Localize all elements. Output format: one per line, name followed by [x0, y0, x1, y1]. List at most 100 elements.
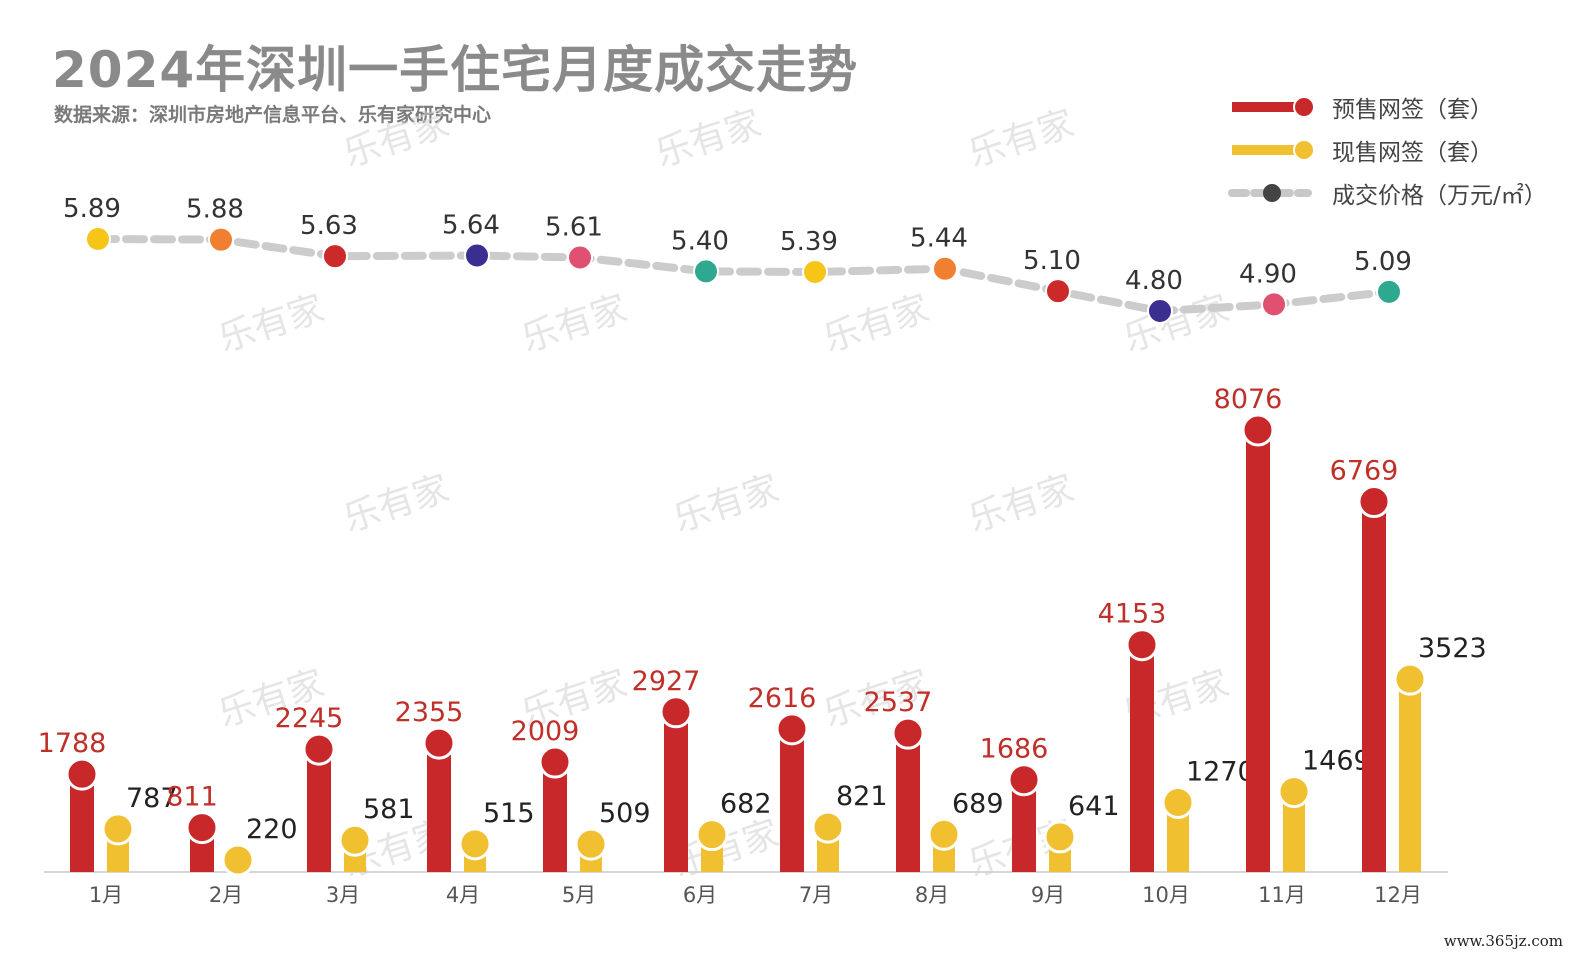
spot-value-label: 509	[599, 798, 651, 829]
spot-value-label: 3523	[1418, 633, 1487, 664]
watermark-text: 乐有家	[819, 288, 934, 360]
watermark-text: 乐有家	[651, 103, 766, 175]
presale-bar	[307, 749, 331, 872]
x-tick-label: 5月	[562, 883, 596, 907]
presale-value-label: 2009	[511, 716, 580, 747]
price-label: 5.64	[442, 211, 500, 241]
price-point	[1261, 291, 1287, 318]
presale-bar-cap	[659, 695, 693, 729]
spot-bar-cap	[1043, 820, 1077, 854]
spot-bar-cap	[1277, 775, 1311, 809]
presale-value-label: 2537	[864, 687, 933, 718]
presale-bar-cap	[538, 745, 572, 779]
presale-bar-cap	[775, 712, 809, 746]
chart-title: 2024年深圳一手住宅月度成交走势	[52, 41, 859, 99]
presale-value-label: 1686	[980, 734, 1049, 765]
presale-value-label: 2245	[275, 703, 344, 734]
x-tick-label: 12月	[1374, 883, 1422, 907]
x-tick-label: 2月	[209, 883, 243, 907]
x-tick-label: 11月	[1258, 883, 1306, 907]
site-watermark-text: www.365jz.com	[1443, 932, 1563, 950]
presale-bar-cap	[185, 811, 219, 845]
x-tick-label: 8月	[915, 883, 949, 907]
price-label: 5.10	[1023, 246, 1081, 276]
watermark-layer: 乐有家 乐有家 乐有家乐有家 乐有家 乐有家 乐有家乐有家 乐有家 乐有家乐有家 乐有家 乐有家乐…	[214, 103, 1234, 885]
spot-value-label: 1469	[1302, 746, 1371, 777]
x-tick-label: 1月	[89, 883, 123, 907]
spot-bar-cap	[458, 827, 492, 861]
watermark-text: 乐有家	[964, 468, 1079, 540]
x-tick-label: 6月	[683, 883, 717, 907]
price-line-layer: 5.89 5.88 5.63 5.64 5.61 5.40 5.39 5.44 5.10 4.80…	[63, 194, 1412, 324]
price-label: 5.63	[300, 211, 358, 241]
spot-bar-cap	[695, 818, 729, 852]
legend-label-price: 成交价格（万元/㎡）	[1332, 183, 1547, 209]
price-label: 5.44	[910, 224, 968, 254]
spot-value-label: 641	[1068, 791, 1120, 822]
legend-swatch-price	[1228, 184, 1312, 202]
presale-value-label: 1788	[38, 728, 107, 759]
x-tick-layer: 1月 2月 3月 4月 5月 6月 7月 8月 9月 10月 11月 12月	[89, 883, 1422, 907]
presale-bar-cap	[1007, 763, 1041, 797]
spot-bar-cap	[1161, 785, 1195, 819]
spot-value-label: 515	[483, 798, 535, 829]
price-point	[1376, 278, 1402, 305]
presale-value-label: 6769	[1330, 456, 1399, 487]
spot-bar	[1283, 791, 1305, 872]
spot-bar-cap	[101, 812, 135, 846]
watermark-text: 乐有家	[517, 288, 632, 360]
price-point	[464, 242, 490, 269]
presale-bar-cap	[1125, 628, 1159, 662]
watermark-text: 乐有家	[214, 288, 329, 360]
legend-label-presale: 预售网签（套）	[1332, 97, 1493, 123]
spot-bar	[1399, 679, 1421, 872]
price-label: 5.09	[1354, 247, 1412, 277]
presale-value-label: 2616	[748, 683, 817, 714]
presale-value-label: 8076	[1214, 384, 1283, 415]
x-tick-label: 3月	[326, 883, 360, 907]
presale-bar-cap	[1357, 485, 1391, 519]
spot-bar-cap	[811, 810, 845, 844]
presale-bar	[1246, 430, 1270, 872]
price-label: 5.40	[671, 226, 729, 256]
x-tick-label: 10月	[1142, 883, 1190, 907]
price-label: 5.39	[780, 227, 838, 257]
presale-bar	[543, 762, 567, 872]
legend-swatch-presale	[1232, 96, 1315, 118]
presale-value-label: 811	[166, 782, 218, 813]
price-point	[1147, 298, 1173, 324]
spot-bar	[1167, 802, 1189, 872]
presale-value-label: 4153	[1098, 599, 1167, 630]
price-point	[802, 259, 828, 286]
legend-label-spot: 现售网签（套）	[1332, 140, 1493, 166]
presale-bar	[664, 711, 688, 872]
presale-bar	[896, 733, 920, 872]
presale-bar	[780, 728, 804, 872]
price-label: 4.80	[1125, 266, 1183, 296]
price-point	[932, 255, 958, 282]
price-point	[1045, 278, 1071, 305]
presale-value-label: 2355	[395, 697, 464, 728]
spot-value-label: 581	[363, 794, 415, 825]
price-label: 5.88	[186, 195, 244, 225]
presale-bar-cap	[891, 716, 925, 750]
spot-value-label: 682	[720, 789, 772, 820]
price-point	[208, 226, 234, 253]
watermark-text: 乐有家	[669, 468, 784, 540]
spot-value-label: 220	[246, 814, 298, 845]
presale-bar-cap	[422, 726, 456, 760]
presale-bar-cap	[65, 757, 99, 791]
price-point	[567, 244, 593, 271]
spot-bar-cap	[1393, 662, 1427, 696]
spot-bar-cap	[927, 817, 961, 851]
spot-bar-cap	[338, 823, 372, 857]
chart-source: 数据来源：深圳市房地产信息平台、乐有家研究中心	[54, 104, 492, 126]
price-label: 5.89	[63, 194, 121, 224]
price-label: 4.90	[1239, 259, 1297, 289]
x-tick-label: 4月	[446, 883, 480, 907]
watermark-text: 乐有家	[964, 103, 1079, 175]
presale-bar-cap	[302, 732, 336, 766]
presale-bar	[427, 743, 451, 872]
